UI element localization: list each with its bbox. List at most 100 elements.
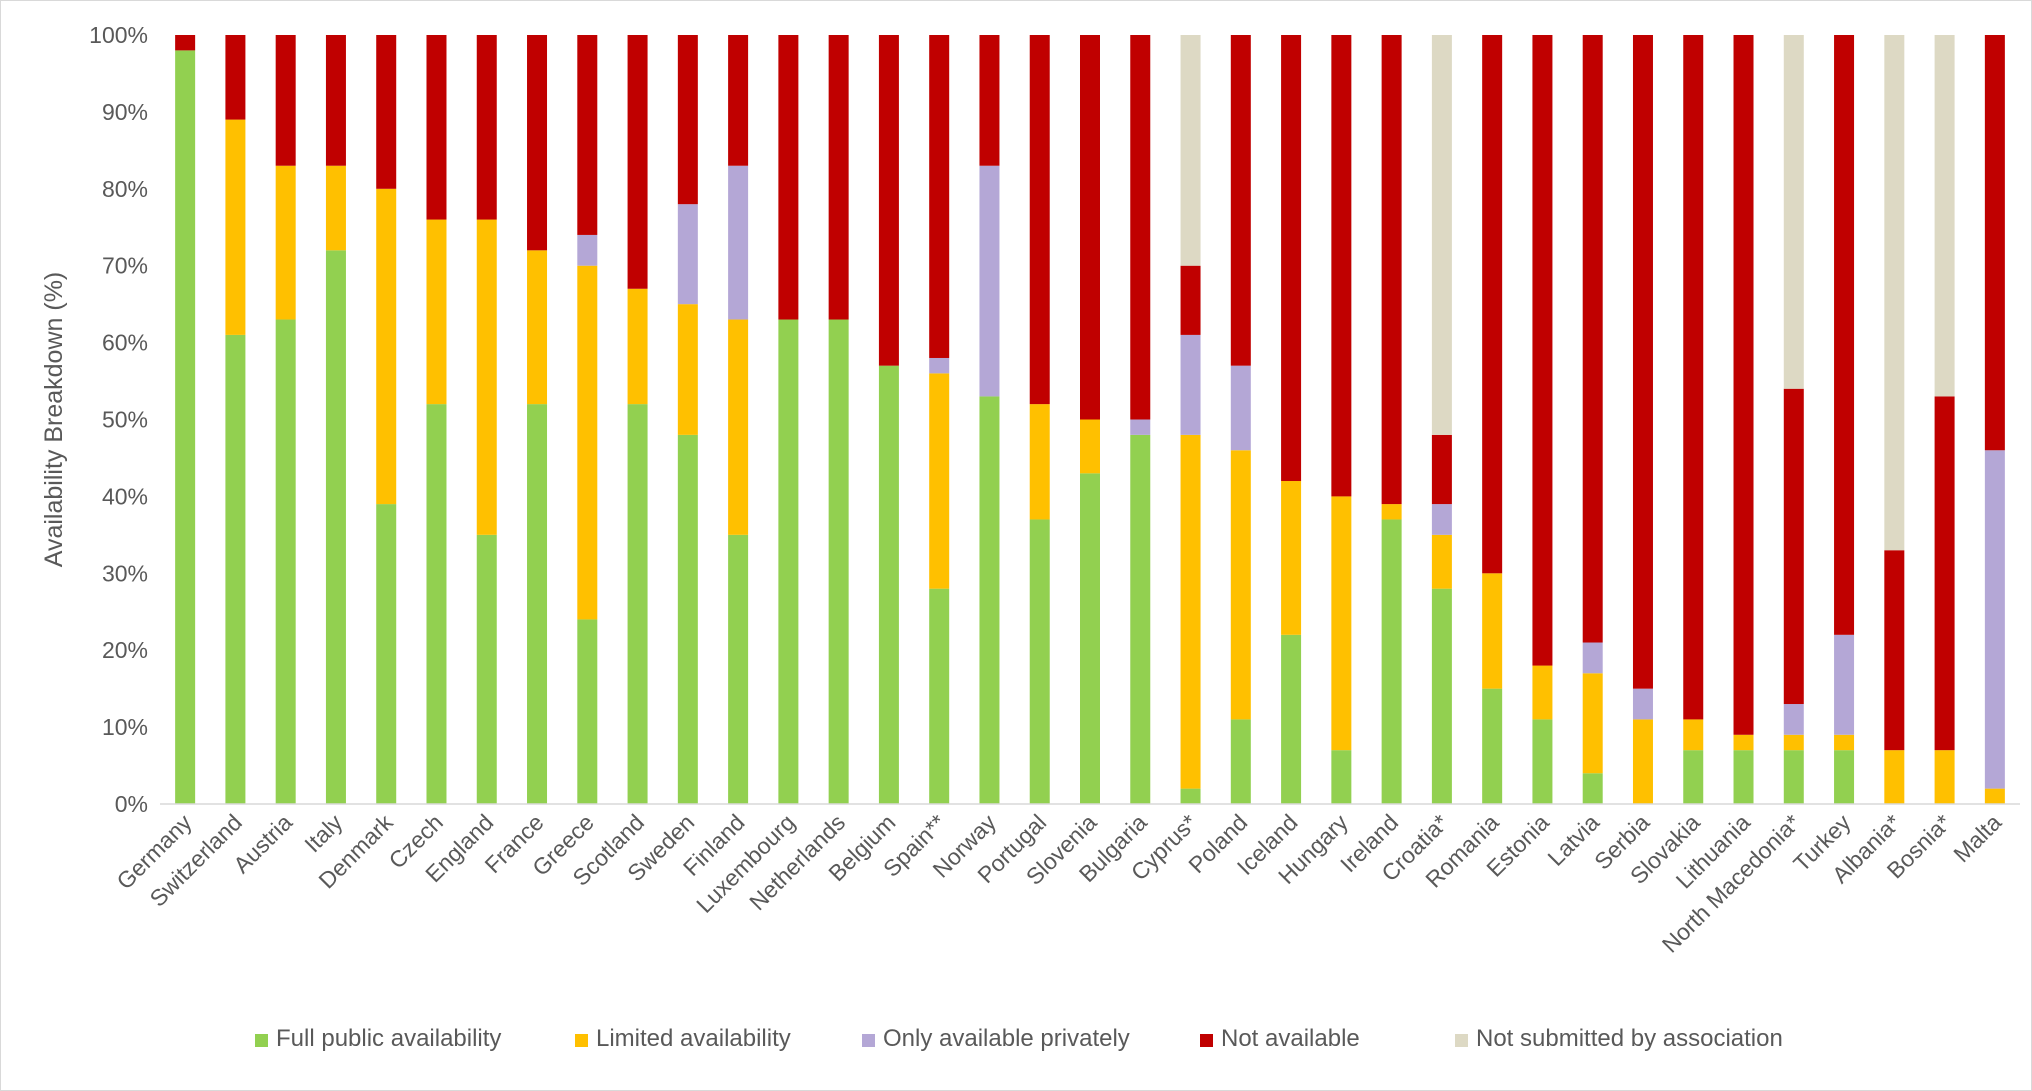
- y-tick-label: 20%: [102, 637, 148, 663]
- legend-label: Only available privately: [883, 1025, 1130, 1052]
- legend-swatch: [1455, 1034, 1468, 1047]
- bar-segment: [1331, 496, 1352, 751]
- bar-segment: [1733, 35, 1754, 735]
- bar-segment: [627, 35, 648, 289]
- bar-segment: [1381, 519, 1402, 804]
- y-tick-label: 70%: [102, 253, 148, 279]
- bar-segment: [1381, 35, 1402, 505]
- legend-swatch: [575, 1034, 588, 1047]
- bar-segment: [1080, 419, 1100, 474]
- bar-segment: [1230, 35, 1251, 366]
- y-tick-label: 10%: [102, 714, 148, 740]
- y-tick-label: 30%: [102, 560, 148, 586]
- y-tick-label: 80%: [102, 176, 148, 202]
- y-tick-label: 90%: [102, 99, 148, 125]
- bar-segment: [1582, 35, 1603, 643]
- bar-segment: [979, 35, 1000, 166]
- legend-label: Limited availability: [596, 1025, 791, 1052]
- bar-segment: [1834, 750, 1855, 804]
- bar-segment: [929, 357, 950, 374]
- bar-segment: [325, 250, 346, 804]
- bar-segment: [1683, 750, 1704, 804]
- bar-segment: [1683, 35, 1704, 720]
- bar-segment: [1281, 35, 1302, 482]
- bar-segment: [1934, 750, 1955, 804]
- bar-segment: [1733, 750, 1754, 804]
- bar-segment: [627, 288, 648, 405]
- y-tick-label: 40%: [102, 483, 148, 509]
- bar-segment: [1029, 519, 1050, 804]
- bar-segment: [1934, 396, 1955, 751]
- y-tick-label: 60%: [102, 330, 148, 356]
- y-axis: 0% 10% 20% 30% 40% 50% 60% 70% 80% 90% 100%: [89, 22, 148, 817]
- bar-segment: [1884, 35, 1905, 551]
- bar-segment: [1431, 35, 1452, 435]
- bar-segment: [1331, 750, 1352, 804]
- bar-segment: [1984, 788, 2005, 804]
- bar-segment: [1230, 450, 1251, 720]
- bar-segment: [376, 504, 397, 804]
- bar-segment: [577, 265, 598, 620]
- y-tick-label: 0%: [115, 791, 148, 817]
- bar-segment: [275, 319, 296, 804]
- bar-segment: [728, 165, 749, 320]
- legend-label: Not submitted by association: [1476, 1025, 1783, 1052]
- bar-segment: [1431, 504, 1452, 535]
- bar-segment: [1230, 719, 1251, 804]
- bar-segment: [225, 119, 246, 335]
- bar-segment: [1834, 734, 1855, 751]
- bar-segment: [1884, 750, 1905, 804]
- bar-segment: [1532, 665, 1553, 720]
- bar-segment: [1582, 773, 1603, 804]
- bar-segment: [1783, 388, 1804, 705]
- bar-segment: [677, 434, 698, 804]
- bar-segment: [527, 35, 548, 251]
- bar-segment: [979, 396, 1000, 804]
- bar-segment: [1180, 35, 1201, 266]
- bar-segment: [1884, 550, 1905, 751]
- bar-segment: [1783, 750, 1804, 804]
- bar-segment: [828, 35, 849, 320]
- bar-segment: [1281, 634, 1302, 804]
- bar-segment: [1431, 534, 1452, 589]
- bar-segment: [728, 319, 749, 535]
- bar-segment: [1984, 450, 2005, 789]
- bar-segment: [1834, 35, 1855, 635]
- bar-segment: [1632, 35, 1653, 689]
- bar-segment: [476, 219, 497, 535]
- bar-segment: [476, 35, 497, 220]
- bar-segment: [728, 35, 749, 166]
- bar-segment: [929, 35, 950, 358]
- bar-segment: [577, 619, 598, 804]
- bar-segment: [1783, 734, 1804, 751]
- bar-segment: [426, 404, 447, 804]
- bar-segment: [1029, 404, 1050, 520]
- bars: [175, 35, 2005, 804]
- legend-label: Full public availability: [276, 1025, 501, 1052]
- bar-segment: [979, 165, 1000, 397]
- bar-segment: [175, 35, 196, 51]
- bar-segment: [1582, 673, 1603, 774]
- bar-segment: [325, 35, 346, 166]
- x-category-label: Malta: [1948, 809, 2006, 867]
- bar-segment: [1080, 473, 1100, 804]
- y-tick-label: 50%: [102, 407, 148, 433]
- bar-segment: [778, 35, 799, 320]
- bar-segment: [1532, 719, 1553, 804]
- legend-label: Not available: [1221, 1025, 1360, 1052]
- legend-swatch: [1200, 1034, 1213, 1047]
- bar-segment: [929, 588, 950, 804]
- bar-segment: [1632, 688, 1653, 720]
- bar-segment: [1733, 734, 1754, 751]
- bar-segment: [1230, 365, 1251, 451]
- y-tick-label: 100%: [89, 22, 148, 48]
- bar-segment: [1482, 688, 1503, 804]
- bar-segment: [1934, 35, 1955, 397]
- bar-segment: [1783, 35, 1804, 389]
- bar-segment: [1130, 35, 1151, 420]
- bar-segment: [878, 35, 899, 366]
- bar-segment: [677, 35, 698, 205]
- bar-segment: [527, 250, 548, 405]
- bar-segment: [1482, 573, 1503, 689]
